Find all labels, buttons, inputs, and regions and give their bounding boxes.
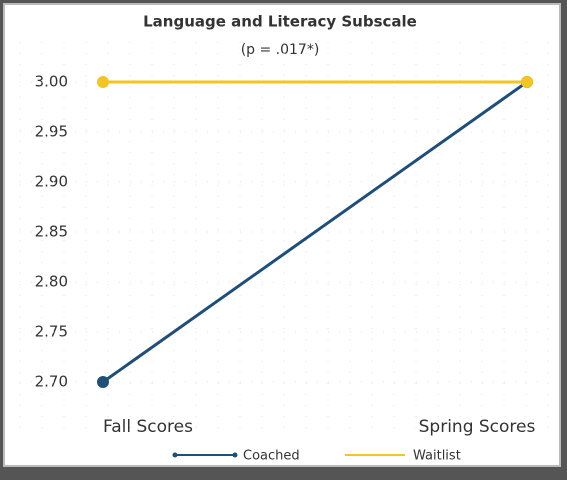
- y-tick-label: 2.95: [35, 123, 68, 141]
- series-line: [102, 80, 528, 384]
- legend-dot: [172, 452, 178, 458]
- x-tick-label: Fall Scores: [103, 417, 193, 437]
- data-point: [97, 376, 109, 388]
- y-tick-label: 2.90: [35, 173, 68, 191]
- frame: [3, 3, 561, 467]
- data-point: [521, 76, 533, 88]
- legend-label: Waitlist: [413, 449, 461, 464]
- legend-label: Coached: [243, 449, 300, 464]
- y-tick-label: 2.85: [35, 223, 68, 241]
- x-tick-label: Spring Scores: [419, 417, 536, 437]
- legend-dot: [232, 452, 238, 458]
- y-tick-label: 2.80: [35, 273, 68, 291]
- y-tick-label: 3.00: [35, 73, 68, 91]
- chart-subtitle: (p = .017*): [241, 42, 320, 58]
- y-tick-label: 2.75: [35, 323, 68, 341]
- y-tick-label: 2.70: [35, 373, 68, 391]
- data-point: [97, 76, 109, 88]
- chart-title: Language and Literacy Subscale: [143, 13, 417, 31]
